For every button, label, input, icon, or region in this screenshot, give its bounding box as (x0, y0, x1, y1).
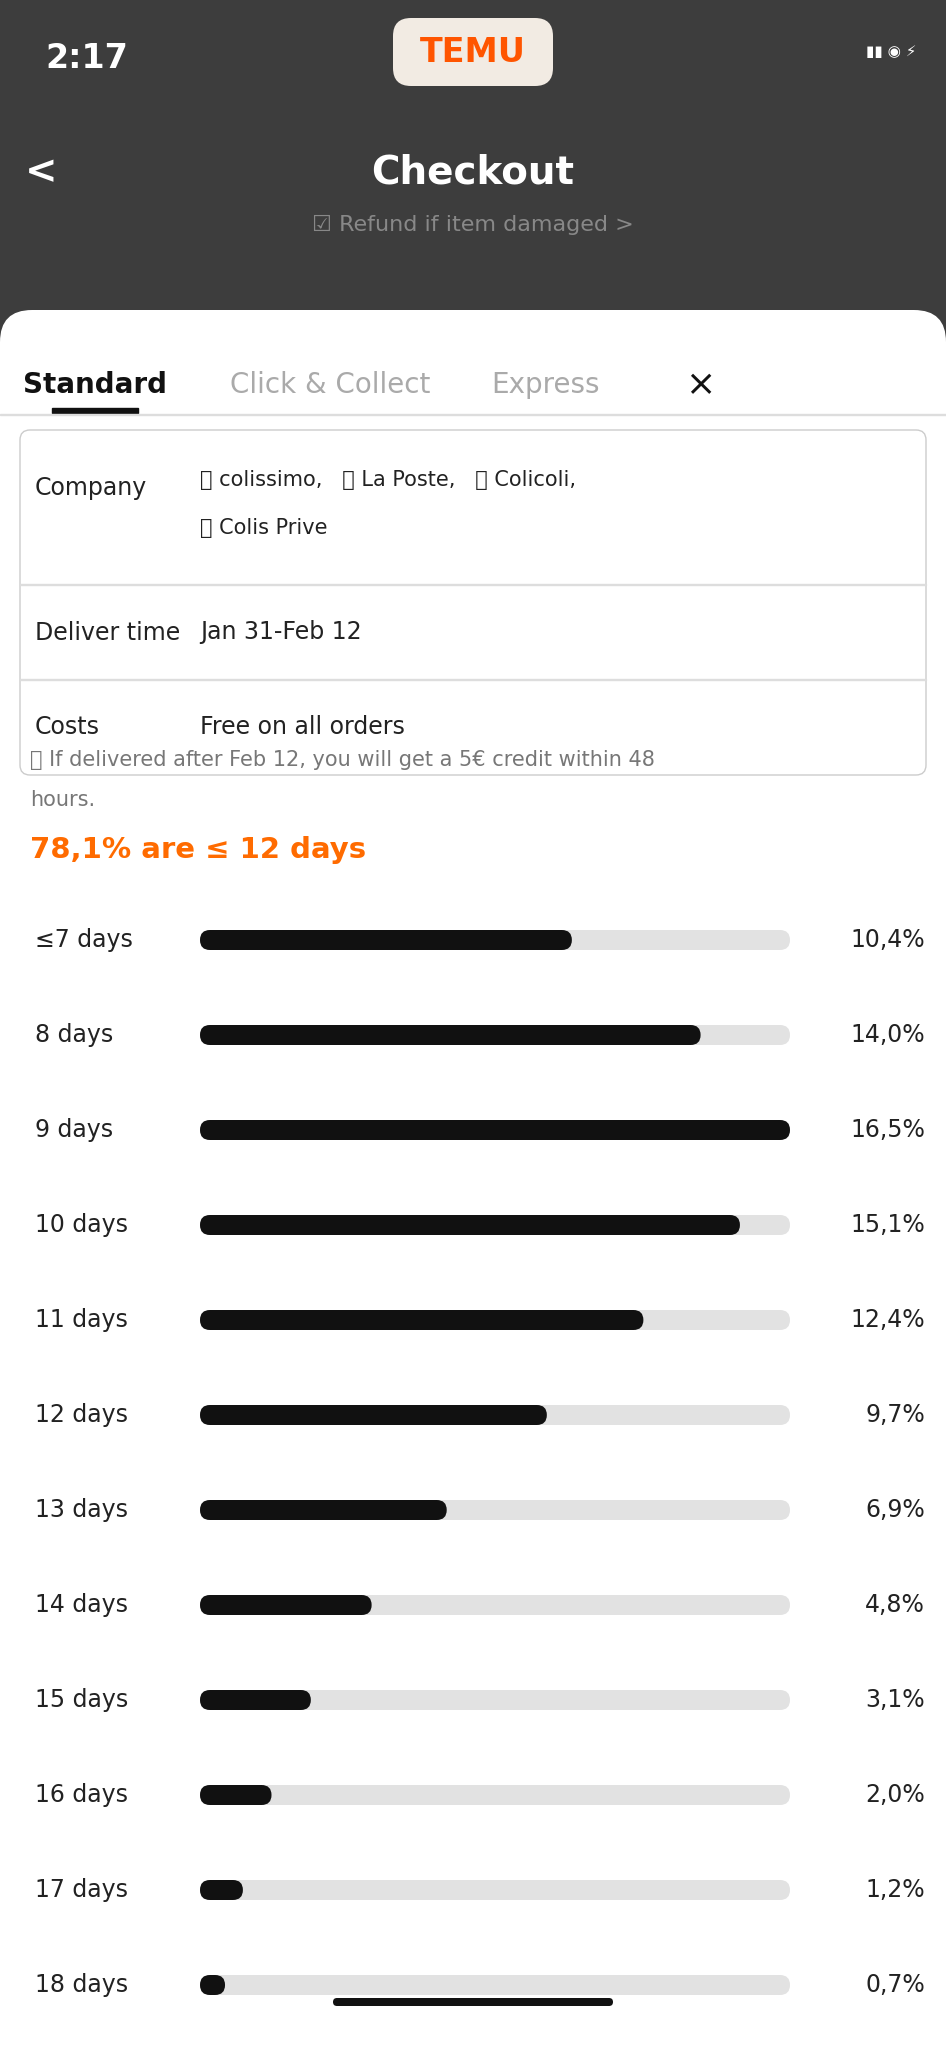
Text: Free on all orders: Free on all orders (200, 715, 405, 739)
Text: Costs: Costs (35, 715, 100, 739)
Text: 3,1%: 3,1% (866, 1688, 925, 1712)
Text: Click & Collect: Click & Collect (230, 371, 430, 399)
Text: Express: Express (491, 371, 599, 399)
Text: 2:17: 2:17 (45, 41, 128, 74)
FancyBboxPatch shape (200, 1499, 447, 1520)
FancyBboxPatch shape (200, 1120, 790, 1141)
FancyBboxPatch shape (200, 1786, 272, 1804)
Text: <: < (25, 154, 58, 190)
FancyBboxPatch shape (333, 1999, 613, 2005)
Text: 4,8%: 4,8% (866, 1593, 925, 1618)
Text: 11 days: 11 days (35, 1309, 128, 1331)
Text: 78,1% are ≤ 12 days: 78,1% are ≤ 12 days (30, 836, 366, 864)
Text: 📍 Colis Prive: 📍 Colis Prive (200, 518, 327, 539)
Text: TEMU: TEMU (420, 35, 526, 68)
Text: ≤7 days: ≤7 days (35, 928, 132, 952)
FancyBboxPatch shape (200, 1499, 790, 1520)
FancyBboxPatch shape (200, 1880, 790, 1901)
Text: 12 days: 12 days (35, 1403, 128, 1427)
FancyBboxPatch shape (200, 1690, 311, 1710)
Text: Jan 31-Feb 12: Jan 31-Feb 12 (200, 621, 361, 645)
FancyBboxPatch shape (200, 930, 790, 950)
Bar (0, 0, 946, 319)
Text: ▮▮ ◉ ⚡: ▮▮ ◉ ⚡ (866, 45, 916, 59)
FancyBboxPatch shape (200, 1024, 790, 1044)
Text: 14 days: 14 days (35, 1593, 128, 1618)
FancyBboxPatch shape (200, 1120, 790, 1141)
Text: ×: × (685, 369, 715, 401)
FancyBboxPatch shape (200, 1405, 790, 1425)
Text: Standard: Standard (23, 371, 167, 399)
FancyBboxPatch shape (200, 1311, 643, 1329)
Text: 📦 colissimo,   🚂 La Poste,   🌿 Colicoli,: 📦 colissimo, 🚂 La Poste, 🌿 Colicoli, (200, 469, 576, 489)
FancyBboxPatch shape (200, 1690, 790, 1710)
Text: 6,9%: 6,9% (866, 1497, 925, 1522)
Text: 2,0%: 2,0% (866, 1784, 925, 1806)
Text: 8 days: 8 days (35, 1024, 114, 1047)
FancyBboxPatch shape (200, 1880, 243, 1901)
Bar (52, 408, 138, 414)
Text: 13 days: 13 days (35, 1497, 128, 1522)
Text: 9,7%: 9,7% (866, 1403, 925, 1427)
Text: 10 days: 10 days (35, 1212, 128, 1237)
FancyBboxPatch shape (200, 1214, 740, 1235)
FancyBboxPatch shape (200, 930, 572, 950)
Text: Deliver time: Deliver time (35, 621, 181, 645)
Text: 10,4%: 10,4% (850, 928, 925, 952)
Text: 1,2%: 1,2% (866, 1878, 925, 1903)
FancyBboxPatch shape (200, 1595, 372, 1616)
FancyBboxPatch shape (200, 1974, 790, 1995)
FancyBboxPatch shape (200, 1786, 790, 1804)
FancyBboxPatch shape (200, 1405, 547, 1425)
Text: hours.: hours. (30, 791, 96, 811)
Text: Company: Company (35, 475, 148, 500)
FancyBboxPatch shape (200, 1214, 790, 1235)
Text: 14,0%: 14,0% (850, 1024, 925, 1047)
Text: 18 days: 18 days (35, 1972, 128, 1997)
Text: 16 days: 16 days (35, 1784, 128, 1806)
Text: 15,1%: 15,1% (850, 1212, 925, 1237)
FancyBboxPatch shape (393, 18, 553, 86)
FancyBboxPatch shape (200, 1974, 225, 1995)
FancyBboxPatch shape (200, 1595, 790, 1616)
Text: 16,5%: 16,5% (850, 1118, 925, 1143)
Bar (0, 342, 946, 2048)
FancyBboxPatch shape (200, 1024, 701, 1044)
Text: 0,7%: 0,7% (866, 1972, 925, 1997)
Text: ☑ Refund if item damaged >: ☑ Refund if item damaged > (312, 215, 634, 236)
Text: 17 days: 17 days (35, 1878, 128, 1903)
FancyBboxPatch shape (200, 1311, 790, 1329)
Text: 12,4%: 12,4% (850, 1309, 925, 1331)
Text: ⓘ If delivered after Feb 12, you will get a 5€ credit within 48: ⓘ If delivered after Feb 12, you will ge… (30, 750, 655, 770)
Text: 15 days: 15 days (35, 1688, 129, 1712)
FancyBboxPatch shape (0, 309, 946, 2048)
Text: Checkout: Checkout (372, 154, 574, 190)
Text: 9 days: 9 days (35, 1118, 114, 1143)
